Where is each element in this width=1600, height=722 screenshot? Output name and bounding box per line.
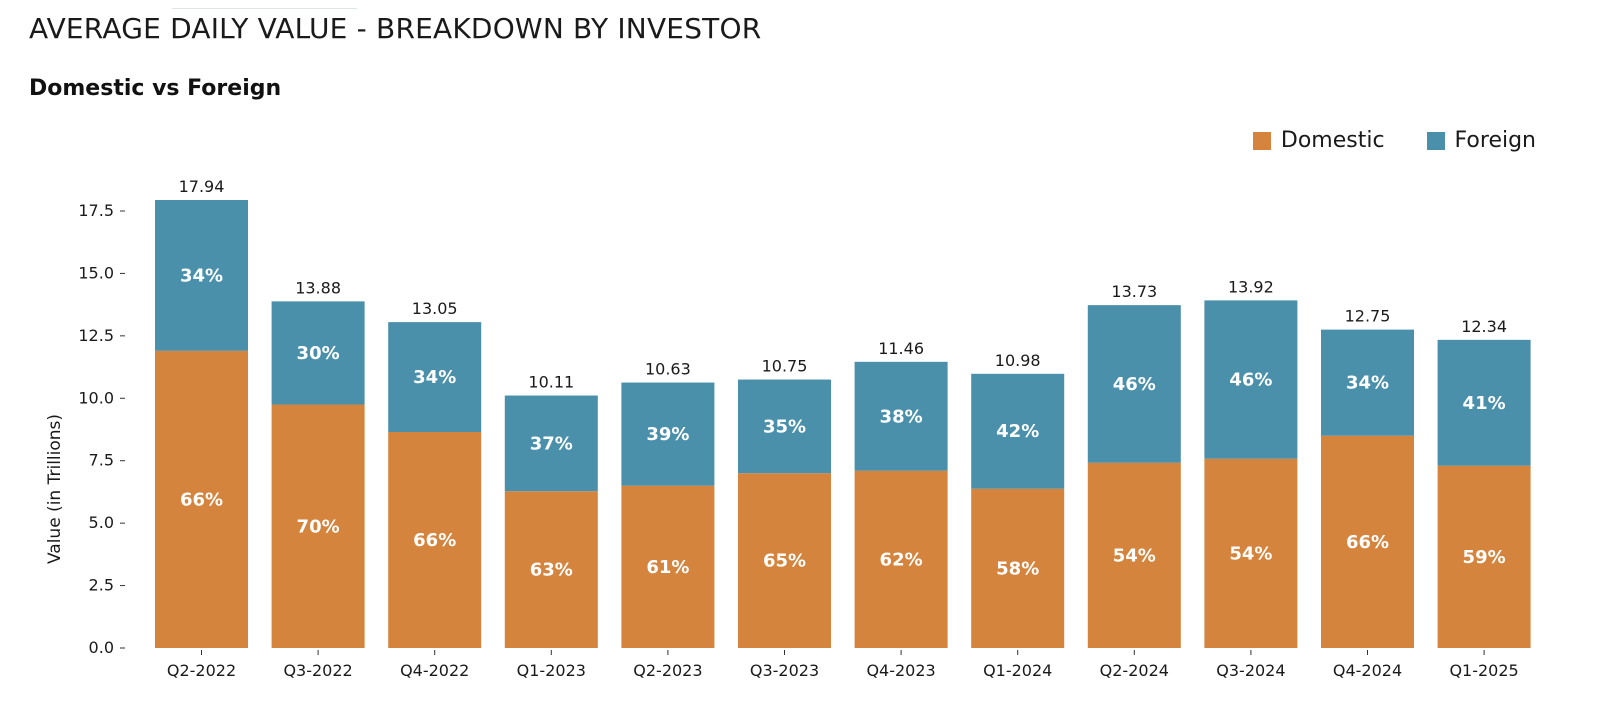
bar-domestic: [1437, 465, 1531, 648]
bar-total-label: 10.75: [762, 357, 808, 376]
y-axis-title: Value (in Trillions): [45, 414, 65, 564]
y-tick-label: 2.5: [89, 576, 114, 595]
bar-total-label: 11.46: [878, 339, 924, 358]
domestic-pct-label: 66%: [1346, 532, 1389, 553]
header-divider: [172, 8, 357, 9]
bar-foreign: [1204, 300, 1298, 459]
x-tick-label: Q2-2023: [633, 661, 702, 680]
y-tick-label: 12.5: [78, 326, 114, 345]
bar-domestic: [971, 488, 1065, 648]
domestic-swatch: [1252, 131, 1271, 150]
x-tick-label: Q1-2024: [983, 661, 1052, 680]
foreign-pct-label: 30%: [297, 343, 340, 364]
foreign-pct-label: 34%: [180, 265, 223, 286]
domestic-pct-label: 62%: [880, 549, 923, 570]
foreign-pct-label: 34%: [1346, 373, 1389, 394]
domestic-pct-label: 65%: [763, 551, 806, 572]
legend-label-domestic: Domestic: [1280, 128, 1385, 153]
x-tick-label: Q4-2024: [1333, 661, 1402, 680]
bar-total-label: 12.75: [1345, 307, 1391, 326]
foreign-pct-label: 42%: [996, 421, 1039, 442]
y-tick-label: 15.0: [78, 263, 114, 282]
domestic-pct-label: 63%: [530, 560, 573, 581]
domestic-pct-label: 66%: [413, 530, 456, 551]
bar-domestic: [388, 431, 482, 648]
bar-foreign: [504, 395, 598, 492]
x-tick-label: Q3-2024: [1216, 661, 1285, 680]
foreign-pct-label: 46%: [1113, 374, 1156, 395]
foreign-pct-label: 37%: [530, 433, 573, 454]
legend-label-foreign: Foreign: [1454, 128, 1536, 153]
chart-subtitle: Domestic vs Foreign: [29, 76, 282, 101]
domestic-pct-label: 54%: [1113, 545, 1156, 566]
bar-domestic: [854, 470, 948, 648]
foreign-pct-label: 34%: [413, 367, 456, 388]
bar-domestic: [1087, 462, 1181, 648]
bar-total-label: 12.34: [1461, 317, 1507, 336]
domestic-pct-label: 70%: [297, 516, 340, 537]
bar-domestic: [621, 485, 715, 648]
bar-domestic: [504, 491, 598, 648]
bar-foreign: [738, 379, 831, 474]
bar-foreign: [271, 301, 365, 405]
domestic-pct-label: 61%: [646, 557, 689, 578]
x-tick-label: Q4-2023: [866, 661, 935, 680]
bar-foreign: [1087, 305, 1181, 463]
foreign-pct-label: 39%: [646, 424, 689, 445]
foreign-pct-label: 38%: [880, 406, 923, 427]
x-tick-label: Q1-2023: [517, 661, 586, 680]
bar-total-label: 10.98: [995, 351, 1041, 370]
bar-total-label: 13.92: [1228, 277, 1274, 296]
bar-total-label: 17.94: [179, 177, 225, 196]
x-tick-label: Q2-2024: [1100, 661, 1169, 680]
bar-foreign: [1321, 329, 1414, 436]
domestic-pct-label: 58%: [996, 558, 1039, 579]
domestic-pct-label: 59%: [1463, 547, 1506, 568]
legend-item-domestic: Domestic: [1252, 128, 1385, 153]
bar-domestic: [738, 473, 831, 648]
foreign-swatch: [1426, 131, 1445, 150]
foreign-pct-label: 41%: [1463, 393, 1506, 414]
y-tick-label: 10.0: [78, 388, 114, 407]
x-tick-label: Q1-2025: [1449, 661, 1518, 680]
domestic-pct-label: 54%: [1229, 543, 1272, 564]
legend-item-foreign: Foreign: [1426, 128, 1536, 153]
x-tick-label: Q2-2022: [167, 661, 236, 680]
bar-total-label: 10.11: [528, 373, 574, 392]
foreign-pct-label: 46%: [1229, 370, 1272, 391]
bar-total-label: 10.63: [645, 360, 691, 379]
domestic-pct-label: 66%: [180, 489, 223, 510]
bar-foreign: [621, 382, 715, 486]
page-title: AVERAGE DAILY VALUE - BREAKDOWN BY INVES…: [29, 12, 762, 45]
y-tick-label: 17.5: [78, 201, 114, 220]
bar-domestic: [271, 404, 365, 648]
x-tick-label: Q4-2022: [400, 661, 469, 680]
y-tick-label: 0.0: [89, 638, 114, 657]
bar-total-label: 13.88: [295, 278, 341, 297]
y-tick-label: 7.5: [89, 451, 114, 470]
x-tick-label: Q3-2022: [283, 661, 352, 680]
chart-legend: Domestic Foreign: [1252, 128, 1536, 153]
bar-foreign: [971, 373, 1065, 489]
bar-foreign: [854, 361, 948, 471]
bar-domestic: [155, 350, 248, 648]
bar-foreign: [155, 200, 248, 351]
bar-total-label: 13.05: [412, 299, 458, 318]
foreign-pct-label: 35%: [763, 416, 806, 437]
bar-domestic: [1204, 458, 1298, 648]
x-tick-label: Q3-2023: [750, 661, 819, 680]
bar-domestic: [1321, 435, 1414, 648]
y-tick-label: 5.0: [89, 513, 114, 532]
bar-foreign: [1437, 339, 1531, 466]
bar-foreign: [388, 322, 482, 432]
bar-total-label: 13.73: [1111, 282, 1157, 301]
